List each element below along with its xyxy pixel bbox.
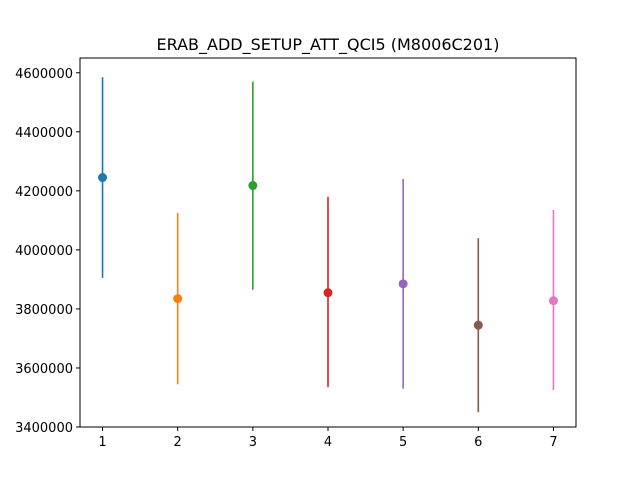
y-tick-label: 4400000 [15,126,73,141]
data-point [98,173,108,183]
data-point [323,288,333,298]
y-tick-label: 4600000 [15,67,73,82]
chart-title: ERAB_ADD_SETUP_ATT_QCI5 (M8006C201) [157,35,500,55]
x-tick-label: 7 [549,435,557,450]
x-tick-label: 6 [474,435,482,450]
x-tick-label: 2 [174,435,182,450]
y-tick-label: 4200000 [15,185,73,200]
data-point [173,294,183,304]
y-axis: 3400000 3600000 3800000 4000000 4200000 44000… [15,67,80,436]
y-tick-label: 3600000 [15,362,73,377]
series-group [98,77,558,413]
y-tick-label: 3800000 [15,303,73,318]
x-tick-label: 5 [399,435,407,450]
x-tick-label: 4 [324,435,332,450]
axes-frame [79,57,577,428]
y-tick-label: 4000000 [15,244,73,259]
data-point [398,279,408,289]
x-axis: 1 2 3 4 5 6 7 [98,427,558,450]
x-tick-label: 1 [98,435,106,450]
data-point [548,296,558,306]
data-point [473,320,483,330]
data-point [248,181,258,191]
y-tick-label: 3400000 [15,421,73,436]
x-tick-label: 3 [249,435,257,450]
